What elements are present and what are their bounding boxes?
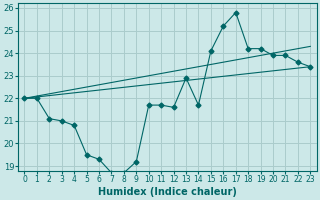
X-axis label: Humidex (Indice chaleur): Humidex (Indice chaleur)	[98, 187, 237, 197]
